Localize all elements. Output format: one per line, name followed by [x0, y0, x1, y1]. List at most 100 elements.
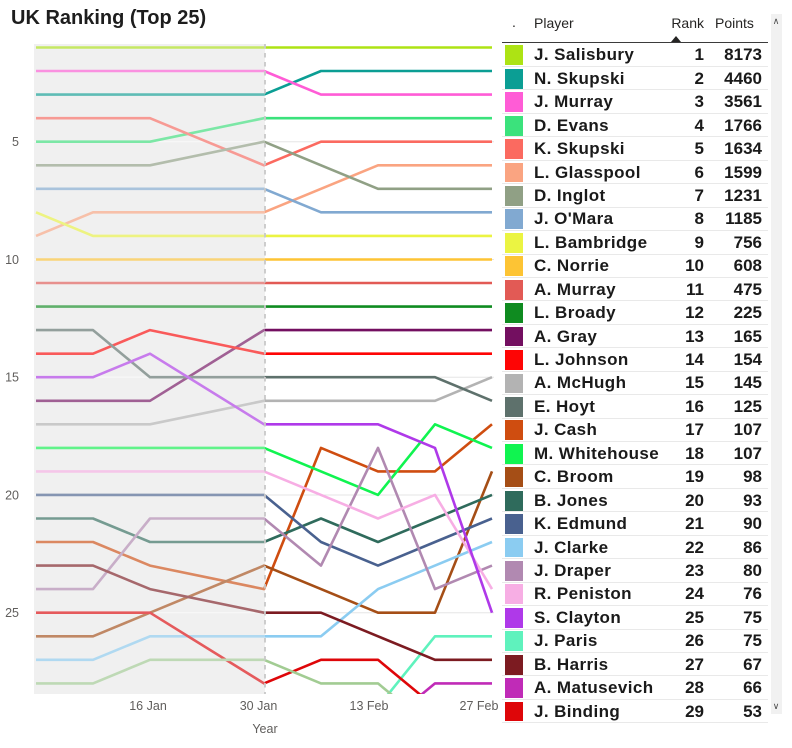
player-color-swatch [505, 232, 523, 253]
player-rank: 15 [685, 373, 704, 393]
player-points: 608 [733, 256, 762, 276]
scroll-up-icon[interactable]: ∧ [772, 16, 780, 26]
series-line-k-edmund[interactable] [36, 493, 493, 567]
player-name: A. Matusevich [534, 678, 654, 698]
player-points: 86 [743, 537, 762, 557]
table-row[interactable]: J. Murray 3 3561 [495, 90, 781, 114]
table-row[interactable]: L. Bambridge 9 756 [495, 231, 781, 255]
series-line-a-mchugh[interactable] [36, 375, 493, 426]
table-row[interactable]: N. Skupski 2 4460 [495, 67, 781, 91]
table-row[interactable]: S. Clayton 25 75 [495, 606, 781, 630]
series-line-c-broom[interactable] [36, 470, 494, 638]
table-row[interactable]: A. Murray 11 475 [495, 278, 781, 302]
series-line-b-jones[interactable] [36, 493, 493, 544]
series-line-d-evans[interactable] [36, 116, 492, 143]
row-separator [502, 441, 768, 443]
row-separator [502, 675, 768, 677]
table-row[interactable]: M. Whitehouse 18 107 [495, 442, 781, 466]
player-name: D. Evans [534, 115, 610, 135]
player-rank: 11 [686, 279, 704, 299]
column-header-swatch[interactable]: . [512, 14, 516, 30]
row-separator [502, 558, 768, 560]
series-line-r-peniston[interactable] [36, 470, 494, 590]
player-color-swatch [505, 186, 523, 206]
series-line-l-bambridge[interactable] [35, 211, 492, 238]
column-header-points[interactable]: Points [715, 15, 754, 31]
player-color-swatch [505, 561, 523, 581]
table-row[interactable]: J. Clarke 22 86 [495, 536, 781, 560]
table-row[interactable]: L. Broady 12 225 [495, 301, 781, 325]
row-separator [502, 581, 768, 583]
series-line-unlabeled[interactable] [36, 658, 435, 731]
table-row[interactable]: A. Gray 13 165 [495, 325, 781, 349]
table-row[interactable]: J. Cash 17 107 [495, 419, 781, 443]
player-color-swatch [505, 68, 523, 89]
column-header-rank[interactable]: Rank [671, 15, 704, 31]
series-line-d-inglot[interactable] [36, 140, 492, 191]
player-points: 3561 [724, 92, 762, 112]
table-row[interactable]: J. Paris 26 75 [495, 630, 781, 653]
row-separator [502, 159, 768, 161]
table-row[interactable]: A. Matusevich 28 66 [495, 676, 781, 700]
table-row[interactable]: E. Hoyt 16 125 [495, 395, 781, 419]
series-line-s-clayton[interactable] [36, 352, 494, 614]
y-tick-label: 25 [5, 606, 19, 620]
table-row[interactable]: D. Evans 4 1766 [495, 114, 781, 138]
table-row[interactable]: C. Broom 19 98 [495, 465, 781, 489]
scroll-down-icon[interactable]: ∨ [772, 701, 780, 711]
table-row[interactable]: J. O'Mara 8 1185 [495, 208, 781, 232]
table-row[interactable]: A. McHugh 15 145 [495, 372, 781, 396]
series-line-j-draper[interactable] [36, 446, 493, 591]
table-row[interactable]: L. Johnson 14 154 [495, 348, 781, 372]
player-name: J. Draper [534, 560, 612, 580]
bump-chart-canvas[interactable]: 5 10 15 20 25 16 Jan 30 Jan 13 Feb 27 Feb Year [0, 0, 500, 748]
player-points: 107 [733, 420, 762, 440]
y-tick-label: 10 [5, 253, 19, 267]
table-row[interactable]: C. Norrie 10 608 [495, 255, 781, 278]
player-points: 67 [743, 654, 762, 674]
table-row[interactable]: B. Harris 27 67 [495, 653, 781, 677]
table-row[interactable]: K. Edmund 21 90 [495, 512, 781, 536]
player-name: A. Murray [534, 279, 617, 299]
player-rank: 25 [685, 607, 704, 627]
player-name: C. Broom [534, 467, 614, 487]
player-name: J. Cash [534, 420, 598, 440]
player-name: E. Hoyt [534, 396, 596, 416]
player-color-swatch [505, 326, 523, 347]
series-line-j-paris[interactable] [378, 634, 492, 707]
series-line-a-matusevich[interactable] [378, 682, 492, 730]
table-row[interactable]: D. Inglot 7 1231 [495, 184, 781, 208]
player-color-swatch [505, 537, 523, 558]
table-scrollbar[interactable]: ∧ ∨ [770, 14, 782, 714]
table-row[interactable]: J. Binding 29 53 [495, 700, 781, 724]
series-line-j-o-mara[interactable] [36, 187, 492, 214]
series-line-e-hoyt[interactable] [36, 328, 493, 403]
player-rank: 29 [685, 701, 704, 721]
player-name: L. Johnson [534, 350, 629, 369]
row-separator [502, 487, 768, 489]
table-row[interactable]: K. Skupski 5 1634 [495, 137, 781, 161]
series-line-j-murray[interactable] [36, 69, 492, 96]
table-row[interactable]: J. Salisbury 1 8173 [495, 44, 781, 68]
row-separator [502, 183, 768, 185]
row-separator [502, 628, 768, 630]
table-row[interactable]: J. Draper 23 80 [495, 559, 781, 583]
row-separator [502, 511, 768, 513]
series-line-l-johnson[interactable] [36, 328, 492, 356]
player-points: 756 [733, 232, 762, 252]
player-points: 225 [733, 303, 762, 323]
table-row[interactable]: L. Glasspool 6 1599 [495, 161, 781, 185]
series-line-m-whitehouse[interactable] [36, 422, 493, 497]
y-tick-label: 15 [5, 371, 19, 385]
table-row[interactable]: R. Peniston 24 76 [495, 583, 781, 607]
player-rank: 16 [685, 396, 704, 416]
series-line-b-harris[interactable] [36, 564, 492, 662]
table-row[interactable]: B. Jones 20 93 [495, 489, 781, 513]
column-header-player[interactable]: Player [534, 15, 574, 31]
player-rank: 10 [685, 256, 704, 276]
series-line-j-clarke[interactable] [36, 540, 493, 662]
row-separator [502, 323, 768, 325]
player-name: A. McHugh [534, 373, 627, 393]
series-line-a-gray[interactable] [36, 328, 492, 403]
player-color-swatch [505, 678, 523, 698]
